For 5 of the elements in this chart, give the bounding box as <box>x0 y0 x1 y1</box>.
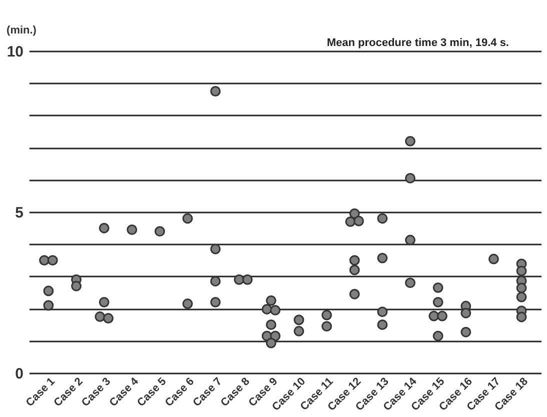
y-tick-label: 5 <box>15 204 24 222</box>
y-tick-label: 10 <box>6 44 24 60</box>
y-axis-title: (min.) <box>6 24 37 36</box>
y-tick-label: 0 <box>15 366 24 382</box>
text: Mean procedure time 3 min, 19.4 s. <box>326 37 509 49</box>
